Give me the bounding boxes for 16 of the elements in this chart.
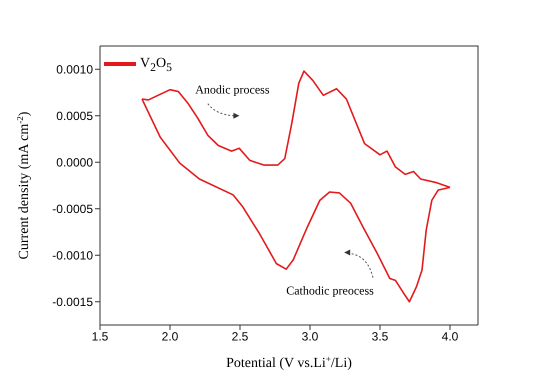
y-tick-label: 0.0010 bbox=[56, 62, 94, 77]
y-tick-label: -0.0015 bbox=[52, 295, 94, 310]
x-axis-title: Potential (V vs.Li$^{+}$/Li) bbox=[226, 354, 352, 371]
x-tick-label: 2.5 bbox=[232, 330, 249, 344]
legend-label: V$_{2}$O$_{5}$ bbox=[140, 56, 172, 74]
y-tick-label: -0.0010 bbox=[52, 248, 94, 263]
x-tick-label: 1.5 bbox=[92, 330, 109, 344]
y-tick-label: 0.0005 bbox=[56, 109, 94, 124]
y-tick-label: 0.0000 bbox=[56, 156, 94, 170]
x-tick-label: 3.5 bbox=[372, 330, 389, 344]
x-tick-label: 2.0 bbox=[162, 330, 179, 344]
annotation: Cathodic preocess bbox=[286, 283, 374, 298]
annotation: Anodic process bbox=[195, 82, 270, 96]
x-tick-label: 4.0 bbox=[442, 330, 459, 344]
x-tick-label: 3.0 bbox=[302, 330, 319, 344]
y-tick-label: -0.0005 bbox=[52, 202, 94, 216]
